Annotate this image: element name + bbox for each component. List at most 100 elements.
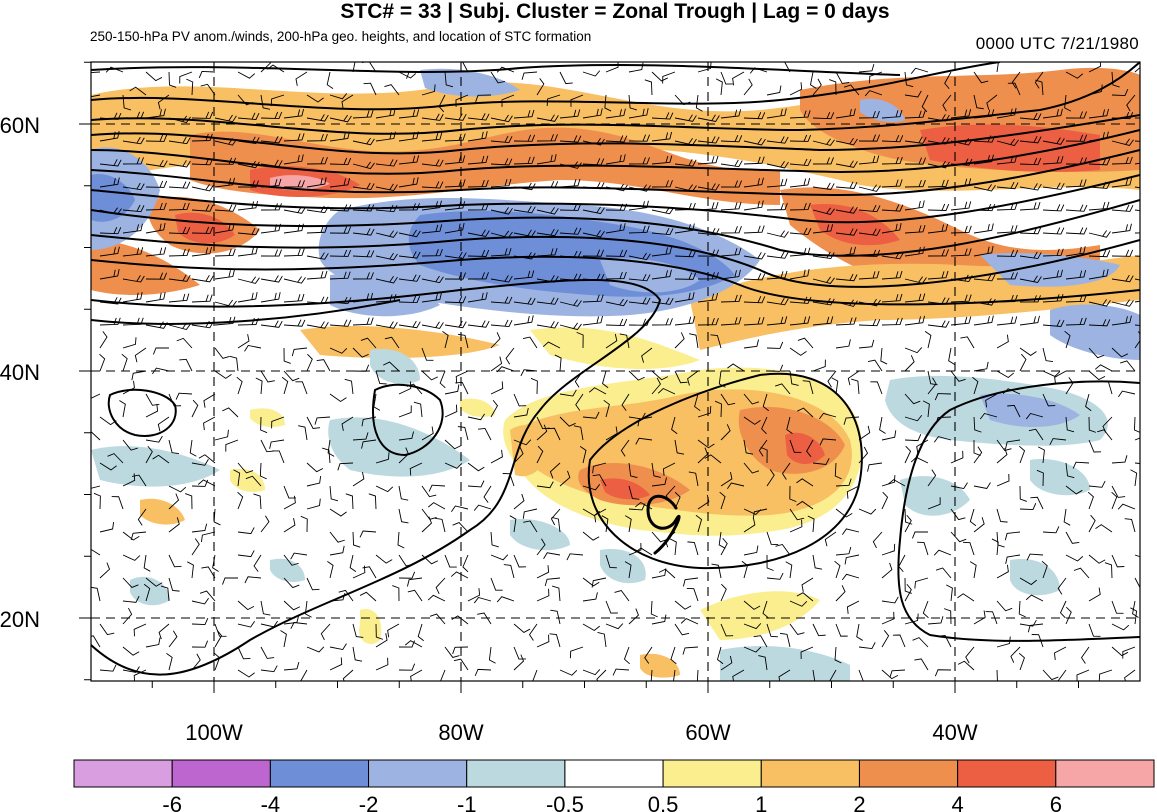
wind-barb: [950, 201, 972, 211]
wind-barb: [536, 297, 559, 305]
wind-barb: [686, 587, 699, 602]
wind-barb: [375, 657, 389, 671]
wind-barb: [444, 384, 460, 395]
wind-barb: [237, 491, 244, 510]
wind-barb: [203, 393, 216, 408]
wind-barb: [829, 669, 837, 681]
wind-barb: [559, 299, 582, 307]
wind-barb: [588, 387, 607, 395]
wind-barb: [662, 462, 676, 476]
colorbar-label: -4: [261, 792, 281, 812]
wind-barb: [191, 226, 214, 234]
wind-barb: [398, 295, 421, 304]
wind-barb: [835, 273, 858, 282]
wind-barb: [812, 111, 835, 120]
wind-barb: [435, 577, 446, 595]
wind-barb: [628, 462, 638, 479]
wind-barb: [509, 515, 517, 533]
wind-barb: [99, 623, 115, 636]
wind-barb: [682, 577, 699, 587]
wind-barb: [244, 344, 262, 352]
wind-barb: [198, 454, 216, 464]
wind-barb: [168, 71, 177, 88]
wind-barb: [1088, 269, 1109, 280]
wind-barb: [973, 610, 986, 625]
wind-barb: [1019, 619, 1037, 627]
wind-barb: [934, 393, 952, 401]
wind-barb: [806, 439, 814, 458]
wind-barb: [651, 318, 673, 326]
wind-barb: [283, 108, 305, 119]
wind-barb: [720, 623, 734, 637]
wind-barb: [145, 222, 166, 234]
wind-barb: [674, 332, 685, 349]
wind-barb: [1018, 652, 1025, 671]
wind-barb: [720, 537, 728, 556]
wind-barb: [720, 294, 742, 303]
wind-barb: [1019, 577, 1037, 586]
wind-barb: [338, 589, 354, 602]
wind-barb: [1134, 462, 1140, 464]
wind-barb: [1124, 669, 1136, 681]
wind-barb: [559, 322, 582, 331]
wind-barb: [1088, 587, 1101, 602]
wind-barb: [91, 548, 101, 556]
wind-barb: [624, 561, 632, 579]
wind-barb: [352, 471, 365, 487]
wind-barb: [743, 316, 765, 326]
wind-barb: [921, 94, 929, 113]
wind-barb: [1111, 223, 1132, 234]
wind-barb: [122, 247, 144, 257]
wind-barb: [829, 79, 837, 96]
wind-barb: [1057, 577, 1067, 595]
wind-barb: [605, 135, 628, 143]
wind-barb: [957, 660, 975, 671]
wind-barb: [329, 249, 352, 257]
wind-barb: [835, 108, 856, 119]
wind-barb: [1010, 646, 1021, 663]
wind-barb: [122, 182, 145, 191]
wind-barb: [490, 207, 513, 215]
wind-barb: [996, 272, 1018, 280]
wind-barb: [191, 523, 208, 533]
wind-barb: [122, 223, 143, 234]
wind-barb: [973, 223, 994, 234]
wind-barb: [743, 225, 765, 234]
wind-barb: [927, 223, 949, 234]
wind-barb: [260, 416, 268, 434]
wind-barb: [594, 508, 607, 523]
wind-barb: [145, 577, 163, 587]
wind-barb: [592, 462, 607, 474]
wind-barb: [397, 531, 405, 549]
wind-barb: [973, 184, 996, 192]
wind-barb: [191, 538, 200, 556]
wind-barb: [720, 269, 741, 280]
wind-barb: [306, 462, 324, 473]
wind-barb: [582, 108, 603, 119]
wind-barb: [605, 298, 628, 307]
wind-barb: [714, 400, 722, 418]
wind-barb: [1042, 156, 1064, 165]
wind-barb: [444, 462, 463, 469]
wind-barb: [904, 71, 914, 88]
wind-barb: [260, 370, 275, 383]
wind-barb: [881, 491, 889, 510]
wind-barb: [91, 430, 101, 441]
wind-barb: [421, 275, 444, 284]
wind-barb: [716, 646, 724, 665]
wind-barb: [1111, 299, 1134, 307]
wind-barb: [536, 634, 550, 648]
wind-barb: [329, 531, 345, 543]
wind-barb: [927, 469, 937, 487]
wind-barb: [329, 643, 347, 651]
wind-barb: [1134, 577, 1140, 589]
lat-label-60: 60N: [0, 113, 40, 138]
wind-barb: [812, 276, 835, 285]
wind-barb: [444, 404, 458, 418]
wind-barb: [237, 669, 255, 678]
wind-barb: [129, 86, 147, 96]
wind-barb: [644, 646, 653, 664]
wind-barb: [674, 114, 697, 122]
wind-barb: [260, 515, 270, 533]
wind-barb: [91, 586, 101, 602]
